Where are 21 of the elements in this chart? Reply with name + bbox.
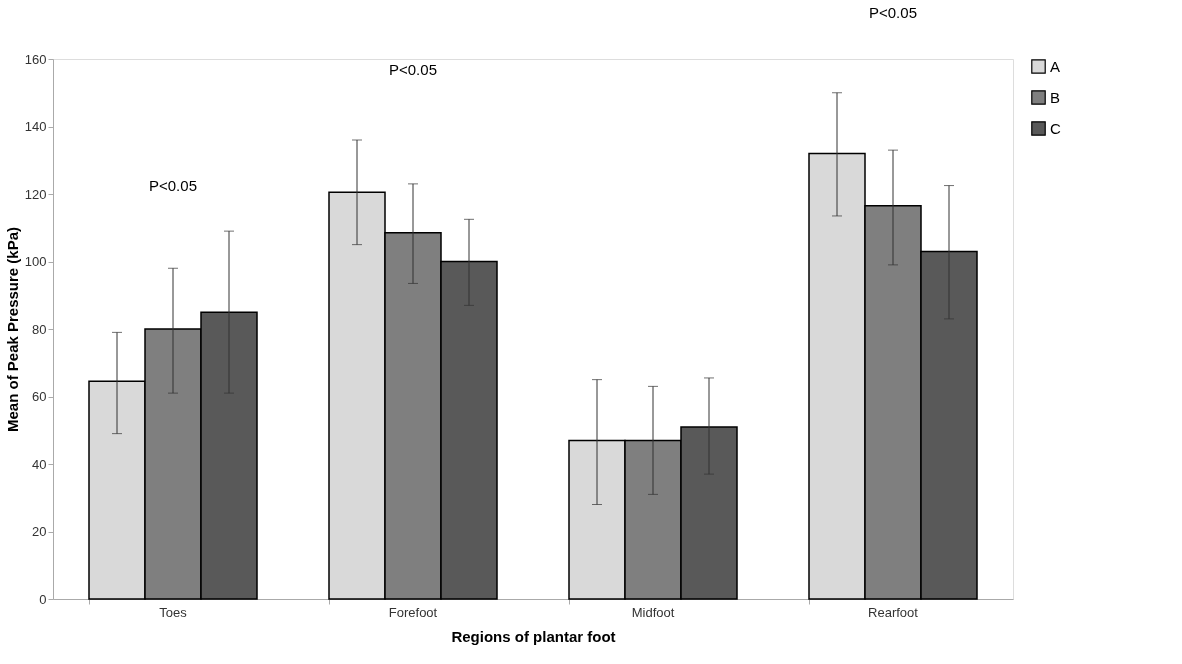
y-tick-label: 80 bbox=[32, 321, 47, 337]
x-tick-label: Midfoot bbox=[631, 604, 675, 620]
legend-label: A bbox=[1050, 57, 1061, 75]
x-tick-label: Toes bbox=[159, 604, 188, 620]
legend-label: C bbox=[1050, 119, 1061, 137]
y-tick-label: 20 bbox=[32, 524, 47, 539]
y-tick-label: 100 bbox=[24, 254, 47, 269]
legend-label: B bbox=[1050, 88, 1061, 106]
x-tick-label: Rearfoot bbox=[868, 604, 919, 620]
text: P<0.05 bbox=[869, 3, 917, 21]
y-tick-label: 0 bbox=[39, 591, 47, 607]
y-tick-label: 40 bbox=[32, 456, 47, 472]
annotation: P<0.05 bbox=[389, 61, 437, 78]
x-tick-label: Forefoot bbox=[388, 604, 438, 620]
annotation: P<0.05 bbox=[149, 177, 197, 195]
x-axis-title: Regions of plantar foot bbox=[451, 627, 616, 645]
y-tick-label: 60 bbox=[32, 389, 47, 404]
y-tick-label: 120 bbox=[24, 186, 47, 202]
y-tick-label: 140 bbox=[24, 119, 47, 134]
y-tick-label: 160 bbox=[24, 51, 47, 67]
y-axis-title: Mean of Peak Pressure (kPa) bbox=[3, 226, 21, 433]
